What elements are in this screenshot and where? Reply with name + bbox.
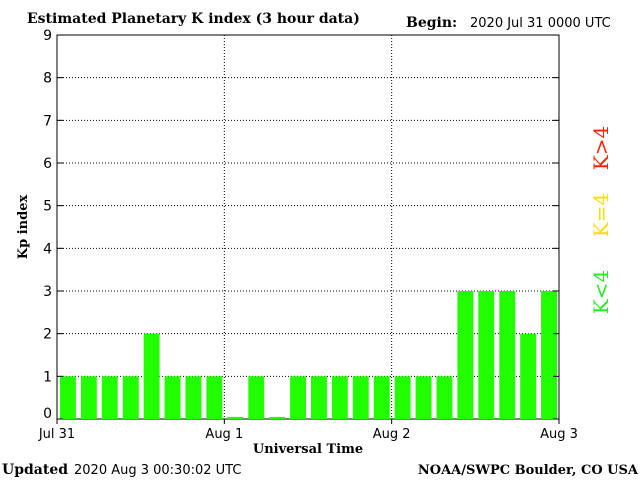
kp-bar	[122, 376, 139, 419]
kp-bar	[541, 291, 557, 419]
kp-bar	[269, 416, 286, 419]
kp-bar	[164, 376, 181, 419]
legend-k-equal-4: K=4	[589, 193, 613, 237]
chart-title: Estimated Planetary K index (3 hour data…	[27, 11, 360, 27]
kp-bar	[373, 376, 390, 419]
kp-bar	[352, 376, 369, 419]
kp-bar	[478, 291, 495, 419]
kp-bar	[436, 376, 453, 419]
kp-bar	[520, 333, 537, 419]
kp-bar	[227, 416, 244, 419]
gridlines	[57, 35, 559, 419]
x-tick-label: Aug 1	[205, 427, 243, 442]
x-tick-label: Jul 31	[38, 427, 75, 442]
legend-k-greater-4: K>4	[589, 126, 613, 170]
bar-series	[60, 291, 557, 419]
kp-bar	[499, 291, 516, 419]
y-tick-label: 8	[43, 71, 52, 87]
y-tick-label: 3	[43, 284, 52, 300]
kp-bar	[394, 376, 411, 419]
y-tick-label: 6	[43, 156, 52, 172]
kp-bar	[290, 376, 306, 419]
y-tick-label: 4	[43, 241, 52, 257]
updated-label: Updated	[2, 462, 68, 478]
kp-bar	[248, 376, 265, 419]
begin-label: Begin:	[406, 15, 457, 31]
y-tick-label: 0	[43, 406, 52, 422]
plot-frame	[56, 34, 560, 420]
y-tick-label: 9	[43, 28, 52, 44]
y-tick-label: 1	[43, 369, 52, 385]
x-tick-label: Aug 2	[373, 427, 411, 442]
y-axis-ticks: 0 1 2 3 4 5 6 7 8 9	[43, 28, 559, 422]
kp-bar	[331, 376, 348, 419]
x-axis-label: Universal Time	[253, 442, 363, 457]
y-axis-label: Kp index	[16, 195, 31, 260]
begin-value: 2020 Jul 31 0000 UTC	[470, 16, 611, 31]
kp-bar	[101, 376, 118, 419]
x-tick-label: Aug 3	[540, 427, 578, 442]
source-credit: NOAA/SWPC Boulder, CO USA	[418, 463, 639, 478]
kp-bar	[311, 376, 327, 419]
kp-bar	[143, 333, 160, 419]
kp-bar	[415, 376, 432, 419]
legend-k-less-4: K<4	[589, 270, 613, 314]
kp-bar	[185, 376, 202, 419]
kp-bar	[80, 376, 97, 419]
updated-value: 2020 Aug 3 00:30:02 UTC	[74, 463, 241, 478]
kp-bar	[206, 376, 223, 419]
y-tick-label: 7	[43, 113, 52, 129]
kp-bar	[60, 376, 76, 419]
kp-bar	[457, 291, 474, 419]
y-tick-label: 5	[43, 199, 52, 215]
y-tick-label: 2	[43, 327, 52, 343]
x-axis-ticks: Jul 31 Aug 1 Aug 2 Aug 3	[38, 419, 578, 442]
